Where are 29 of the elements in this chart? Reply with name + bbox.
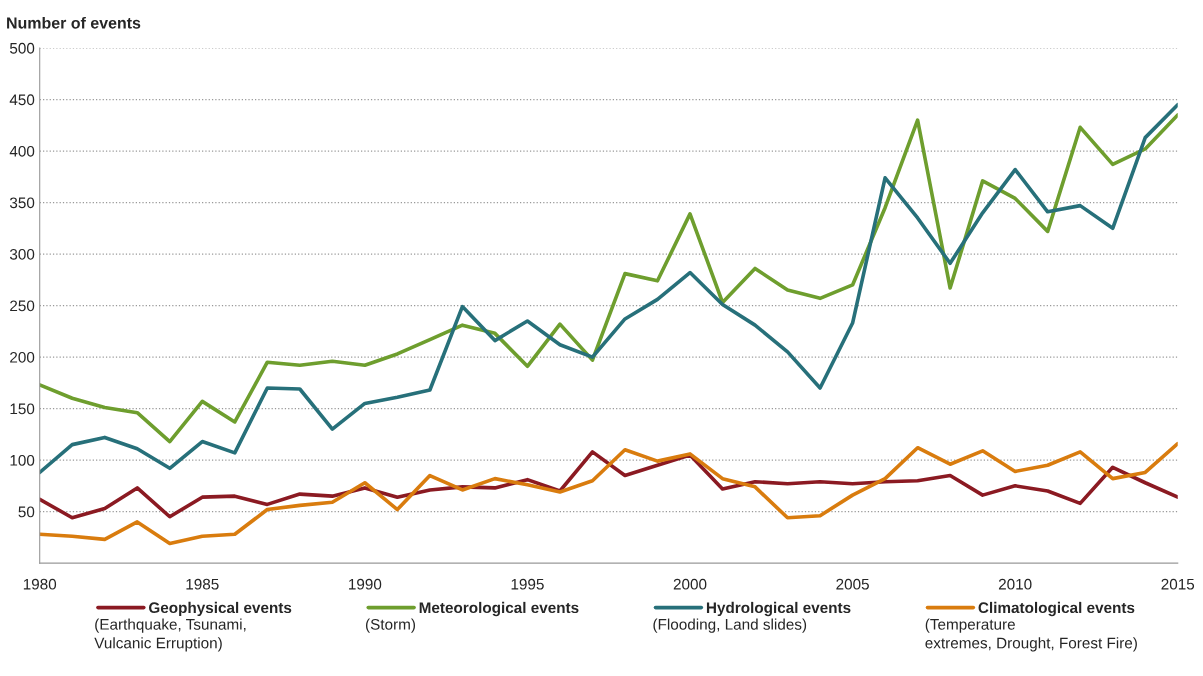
x-tick-label: 1985 (186, 578, 219, 590)
line-series (39, 450, 1178, 520)
y-tick-label: 350 (9, 197, 35, 209)
x-tick-label: 1980 (23, 578, 57, 590)
text: (Temperature extremes, Drought, Forest Fire) (925, 618, 1137, 652)
y-axis-title: Number of events (7, 16, 141, 29)
y-tick-label: 400 (9, 145, 35, 157)
legend-label: Geophysical events (149, 601, 292, 617)
text: (Earthquake, Tsunami, Vulcanic Erruption) (94, 618, 246, 652)
x-tick-label: 2000 (673, 578, 707, 590)
y-tick-label: 50 (18, 506, 35, 518)
legend-label: Hydrological events (706, 601, 851, 617)
y-tick-label: 100 (10, 454, 35, 466)
y-tick-label: 200 (10, 351, 35, 363)
line-series (39, 441, 1178, 546)
x-tick-label: 1990 (349, 578, 382, 590)
text: (Storm) (365, 618, 416, 633)
legend-label: Meteorological events (419, 601, 579, 617)
y-tick-label: 500 (9, 42, 35, 54)
text: (Flooding, Land slides) (653, 618, 807, 633)
legend-label: Climatological events (978, 601, 1135, 617)
x-tick-label: 2010 (998, 578, 1032, 590)
x-tick-label: 1995 (511, 578, 544, 590)
y-tick-label: 300 (9, 248, 35, 260)
y-tick-label: 250 (10, 300, 35, 312)
x-tick-label: 2015 (1161, 578, 1195, 590)
y-tick-label: 450 (9, 94, 35, 106)
x-tick-label: 2005 (836, 578, 869, 590)
y-tick-label: 150 (10, 403, 35, 415)
